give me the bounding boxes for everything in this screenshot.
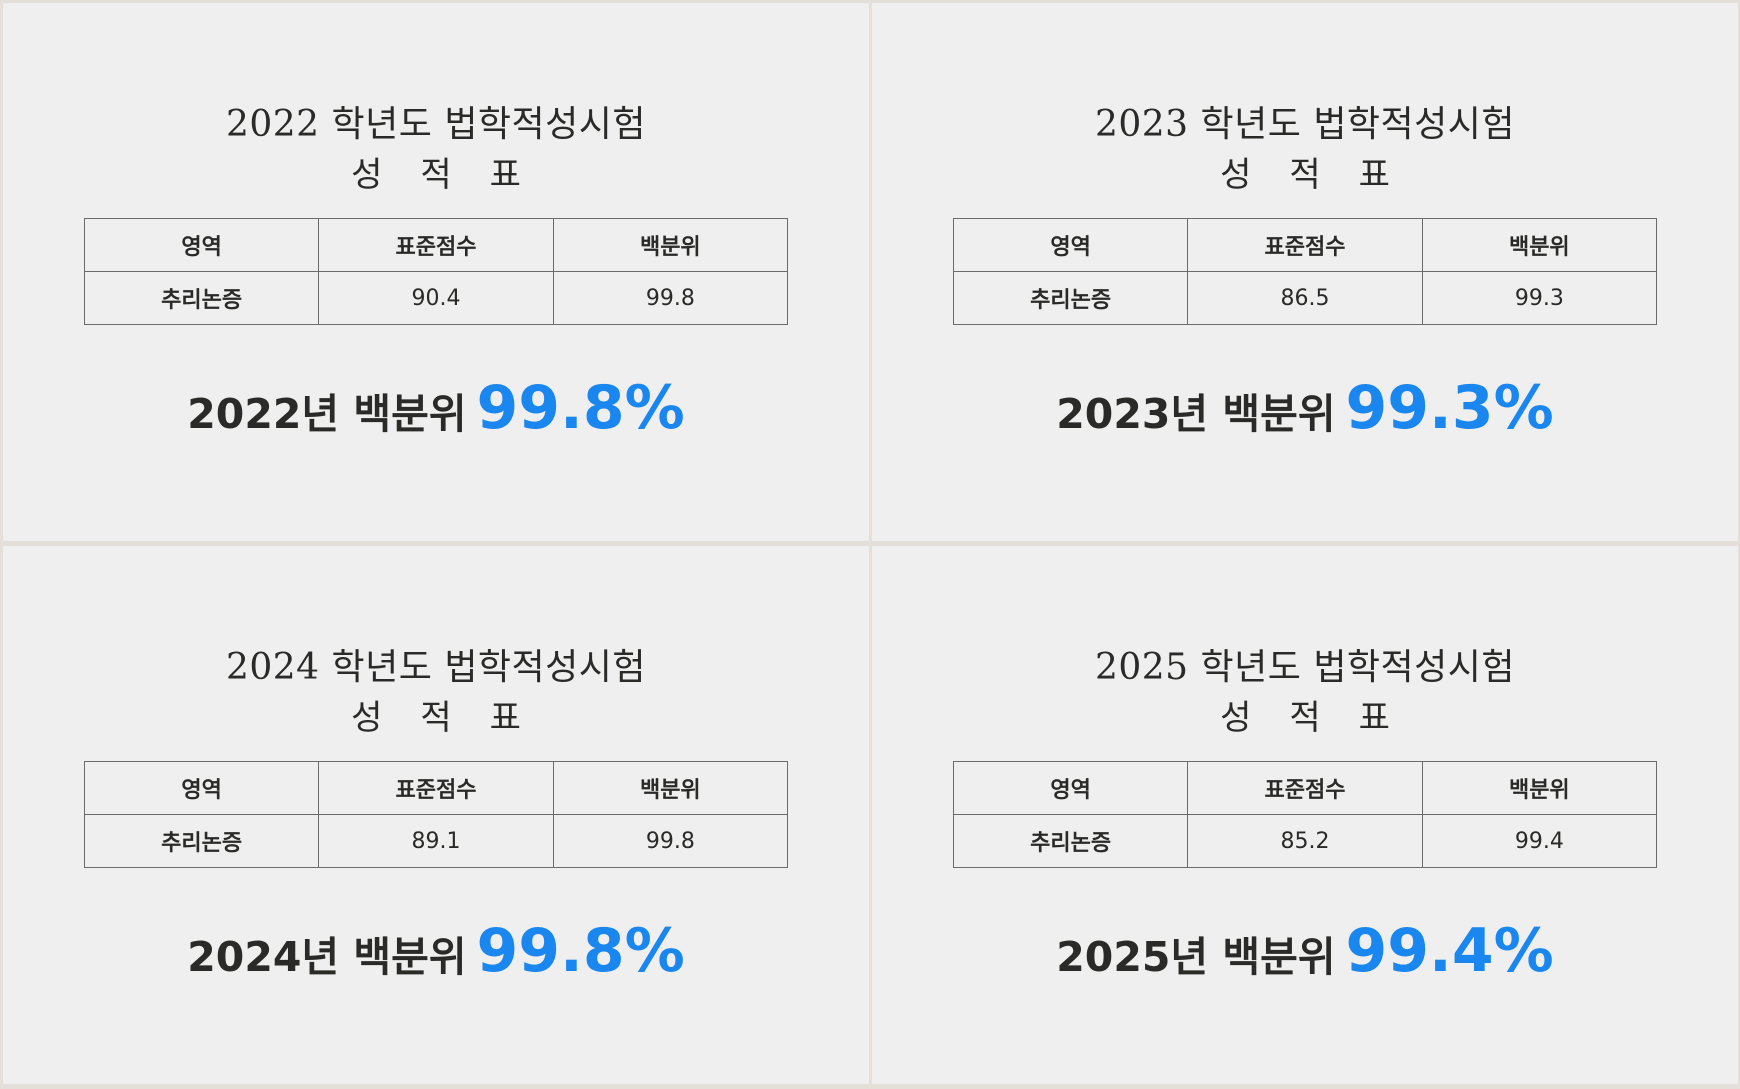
header-percentile: 백분위 xyxy=(1421,761,1658,815)
score-table: 영역 표준점수 백분위 추리논증 85.2 99.4 xyxy=(952,761,1658,868)
table-row: 추리논증 89.1 99.8 xyxy=(83,814,789,868)
cell-area: 추리논증 xyxy=(952,814,1189,868)
score-card-2024: 2024 학년도 법학적성시험 성적표 영역 표준점수 백분위 추리논증 89.… xyxy=(3,546,869,1084)
card-title: 2023 학년도 법학적성시험 xyxy=(1094,104,1516,145)
cell-standard-score: 85.2 xyxy=(1187,814,1423,868)
table-header-row: 영역 표준점수 백분위 xyxy=(952,761,1658,815)
result-label: 2024년 백분위 xyxy=(187,933,467,981)
cell-percentile: 99.3 xyxy=(1421,271,1658,325)
cell-standard-score: 86.5 xyxy=(1187,271,1423,325)
result-line: 2025년 백분위 99.4% xyxy=(872,916,1738,986)
header-area: 영역 xyxy=(952,218,1189,272)
result-value: 99.8% xyxy=(476,916,685,986)
result-value: 99.8% xyxy=(476,373,685,443)
header-area: 영역 xyxy=(952,761,1189,815)
cell-area: 추리논증 xyxy=(952,271,1189,325)
header-standard-score: 표준점수 xyxy=(318,761,554,815)
score-card-2025: 2025 학년도 법학적성시험 성적표 영역 표준점수 백분위 추리논증 85.… xyxy=(872,546,1738,1084)
header-standard-score: 표준점수 xyxy=(1187,761,1423,815)
score-table: 영역 표준점수 백분위 추리논증 90.4 99.8 xyxy=(83,218,789,325)
table-header-row: 영역 표준점수 백분위 xyxy=(83,761,789,815)
cell-standard-score: 89.1 xyxy=(318,814,554,868)
card-subtitle: 성적표 xyxy=(351,155,559,195)
score-card-2022: 2022 학년도 법학적성시험 성적표 영역 표준점수 백분위 추리논증 90.… xyxy=(3,3,869,541)
cell-area: 추리논증 xyxy=(83,814,320,868)
cell-percentile: 99.4 xyxy=(1421,814,1658,868)
table-row: 추리논증 85.2 99.4 xyxy=(952,814,1658,868)
table-row: 추리논증 86.5 99.3 xyxy=(952,271,1658,325)
header-percentile: 백분위 xyxy=(1421,218,1658,272)
header-percentile: 백분위 xyxy=(552,761,789,815)
score-table: 영역 표준점수 백분위 추리논증 86.5 99.3 xyxy=(952,218,1658,325)
result-line: 2024년 백분위 99.8% xyxy=(3,916,869,986)
cell-area: 추리논증 xyxy=(83,271,320,325)
result-value: 99.4% xyxy=(1345,916,1554,986)
result-label: 2022년 백분위 xyxy=(187,390,467,438)
cell-percentile: 99.8 xyxy=(552,271,789,325)
header-standard-score: 표준점수 xyxy=(318,218,554,272)
result-label: 2025년 백분위 xyxy=(1056,933,1336,981)
cell-percentile: 99.8 xyxy=(552,814,789,868)
result-line: 2022년 백분위 99.8% xyxy=(3,373,869,443)
result-line: 2023년 백분위 99.3% xyxy=(872,373,1738,443)
card-title: 2022 학년도 법학적성시험 xyxy=(225,104,647,145)
header-area: 영역 xyxy=(83,218,320,272)
card-title: 2025 학년도 법학적성시험 xyxy=(1094,647,1516,688)
header-standard-score: 표준점수 xyxy=(1187,218,1423,272)
score-table: 영역 표준점수 백분위 추리논증 89.1 99.8 xyxy=(83,761,789,868)
cell-standard-score: 90.4 xyxy=(318,271,554,325)
table-header-row: 영역 표준점수 백분위 xyxy=(83,218,789,272)
result-value: 99.3% xyxy=(1345,373,1554,443)
result-label: 2023년 백분위 xyxy=(1056,390,1336,438)
card-subtitle: 성적표 xyxy=(351,698,559,738)
score-card-2023: 2023 학년도 법학적성시험 성적표 영역 표준점수 백분위 추리논증 86.… xyxy=(872,3,1738,541)
header-percentile: 백분위 xyxy=(552,218,789,272)
table-row: 추리논증 90.4 99.8 xyxy=(83,271,789,325)
card-subtitle: 성적표 xyxy=(1220,155,1428,195)
card-subtitle: 성적표 xyxy=(1220,698,1428,738)
table-header-row: 영역 표준점수 백분위 xyxy=(952,218,1658,272)
card-title: 2024 학년도 법학적성시험 xyxy=(225,647,647,688)
header-area: 영역 xyxy=(83,761,320,815)
